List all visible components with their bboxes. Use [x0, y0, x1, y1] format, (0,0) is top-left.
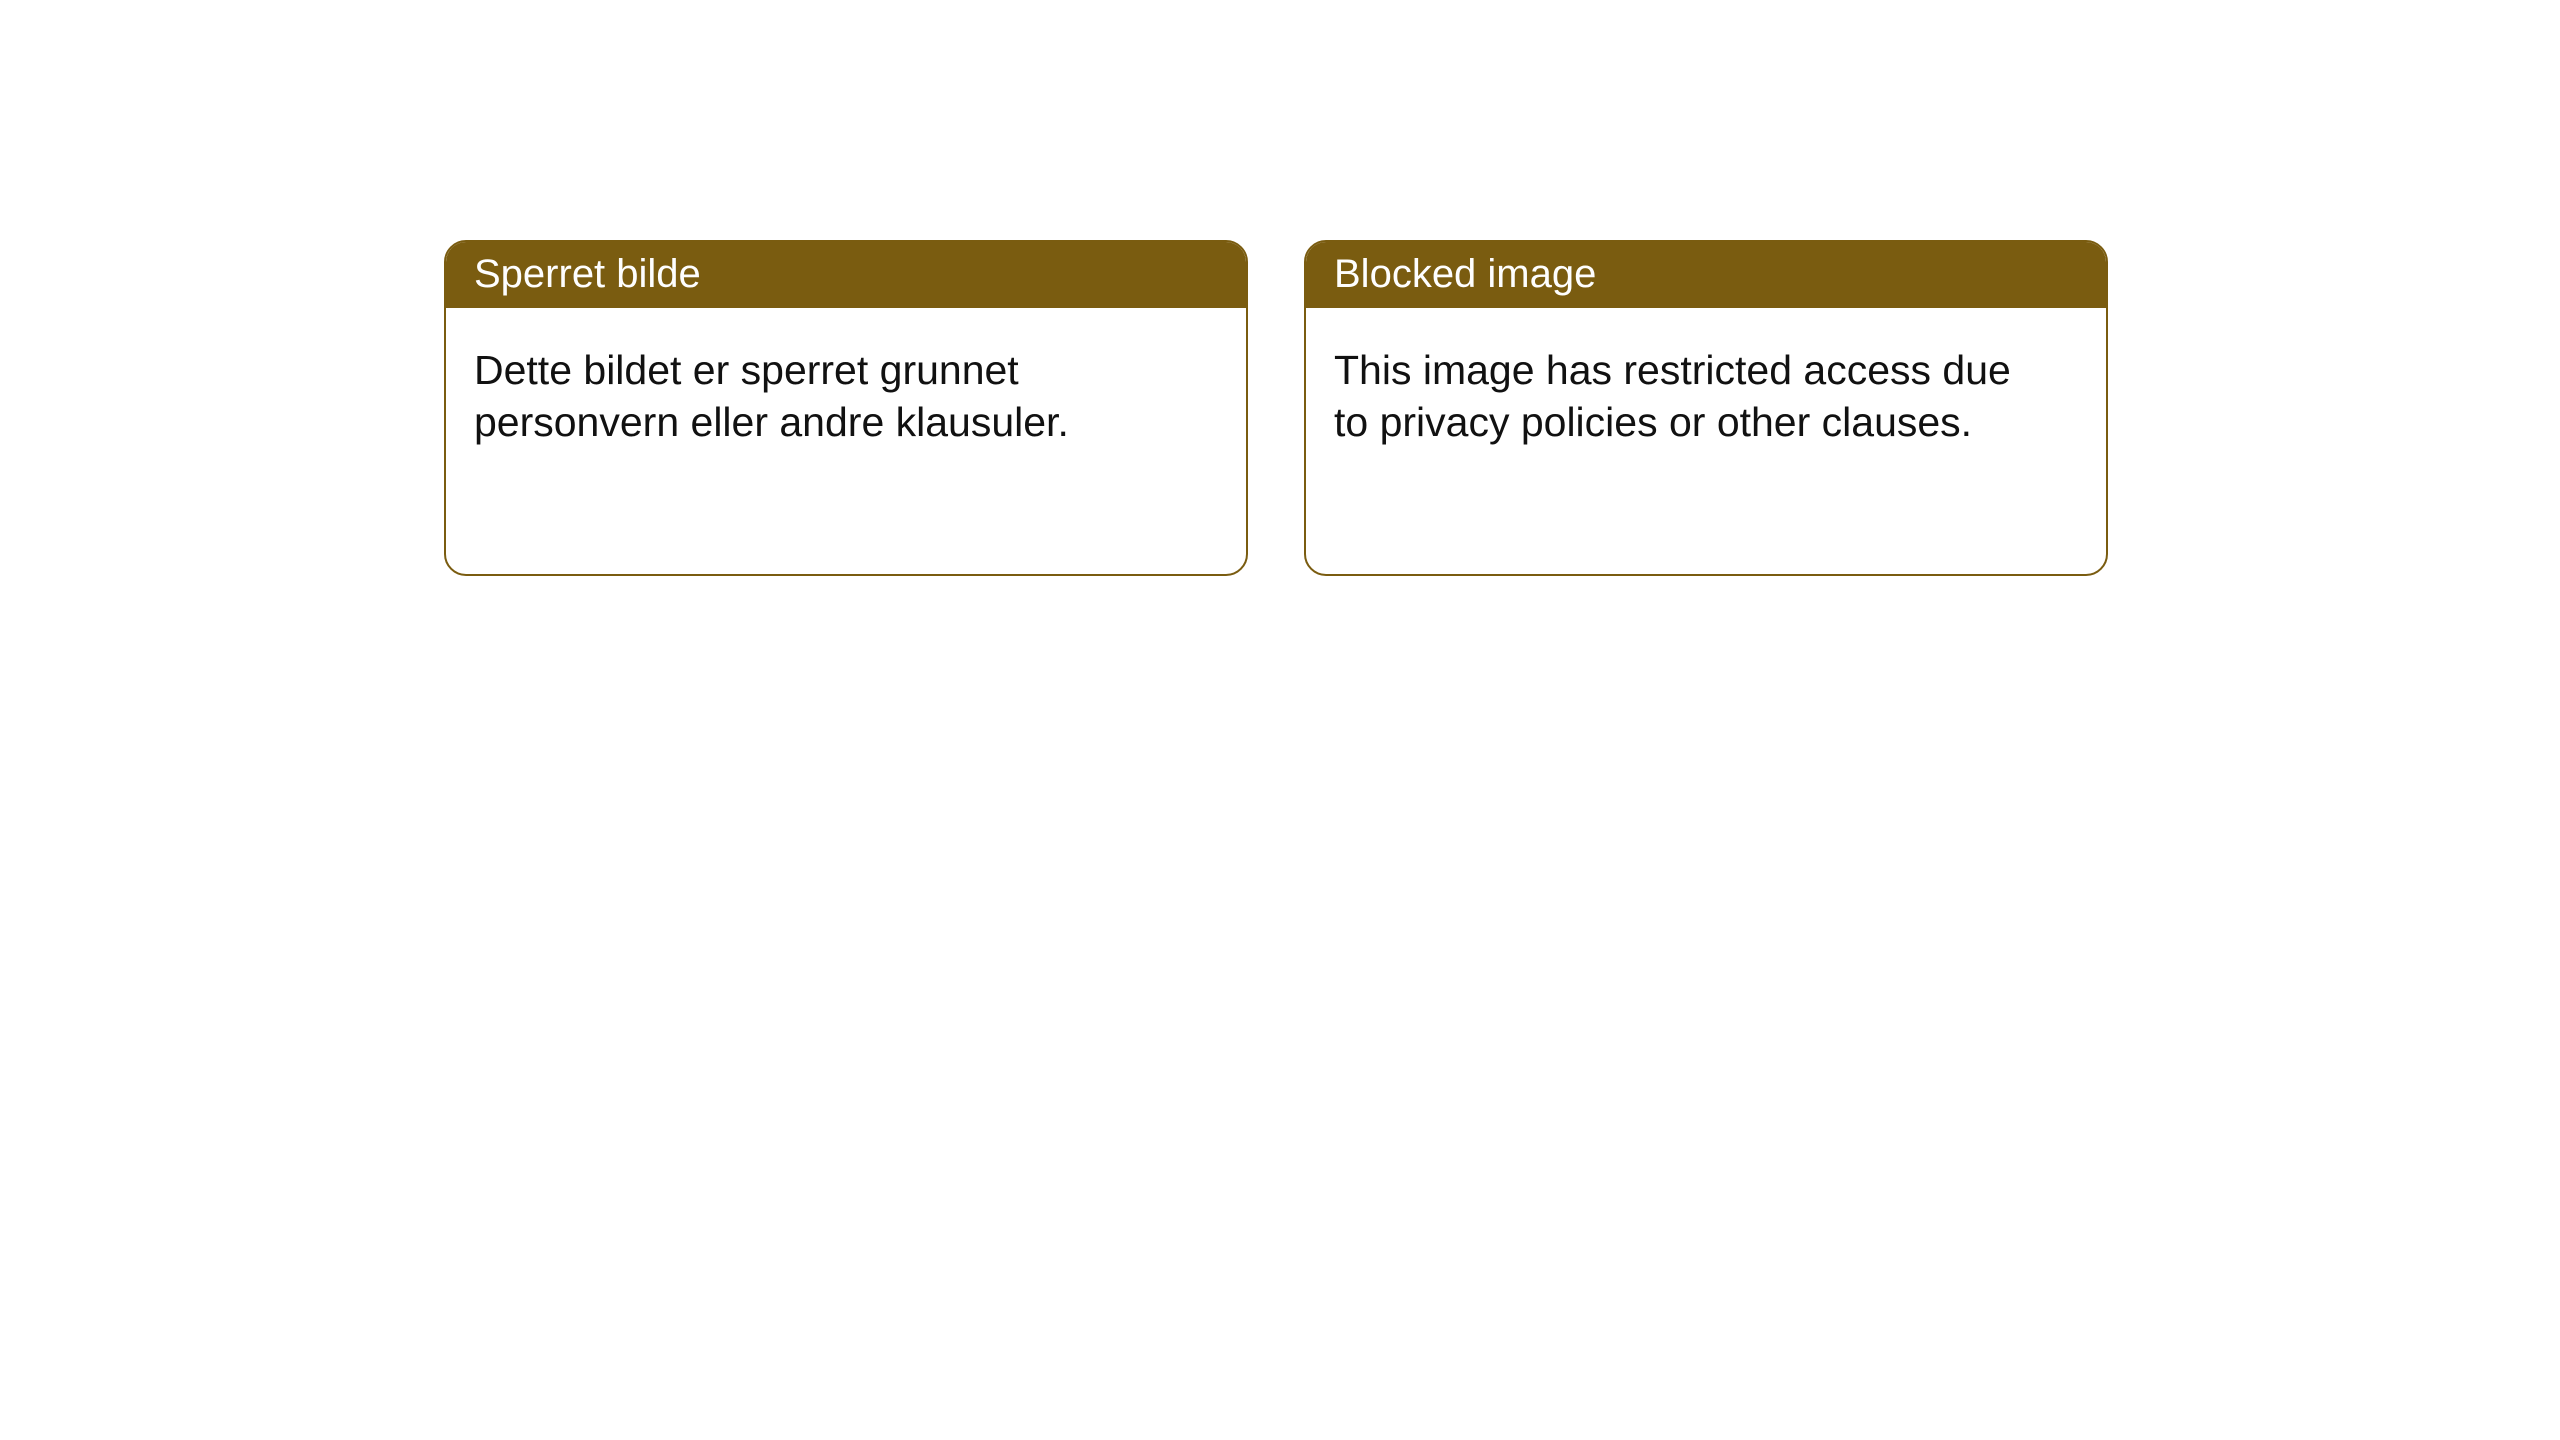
card-body: Dette bildet er sperret grunnet personve…: [446, 308, 1186, 477]
card-body: This image has restricted access due to …: [1306, 308, 2046, 477]
notice-cards-row: Sperret bilde Dette bildet er sperret gr…: [0, 0, 2560, 576]
notice-card-norwegian: Sperret bilde Dette bildet er sperret gr…: [444, 240, 1248, 576]
notice-card-english: Blocked image This image has restricted …: [1304, 240, 2108, 576]
card-title: Sperret bilde: [446, 242, 1246, 308]
card-title: Blocked image: [1306, 242, 2106, 308]
